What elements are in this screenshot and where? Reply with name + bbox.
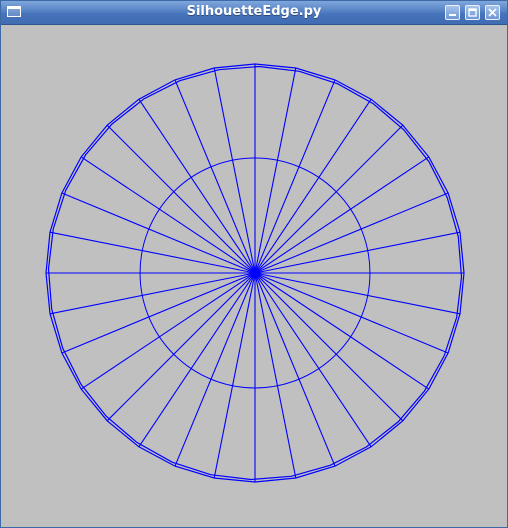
render-canvas[interactable]: [5, 25, 503, 523]
title-bar[interactable]: SilhouetteEdge.py: [1, 1, 507, 25]
rim-edge: [47, 65, 463, 481]
spoke-edge: [49, 231, 256, 274]
spoke-edge: [254, 272, 372, 448]
silhouette-edge-render: [45, 63, 465, 483]
spoke-edge: [213, 67, 256, 274]
window-title: SilhouetteEdge.py: [186, 4, 322, 19]
spoke-edge: [138, 98, 256, 274]
spoke-edge: [49, 272, 256, 315]
close-icon[interactable]: [485, 5, 500, 20]
spoke-edge: [254, 67, 297, 274]
spoke-edge: [254, 272, 336, 467]
apex-vertex: [251, 269, 259, 277]
spoke-edge: [254, 272, 449, 354]
spoke-edge: [254, 272, 297, 479]
spoke-edge: [106, 124, 256, 274]
spoke-edge: [254, 272, 430, 390]
spoke-edge: [254, 98, 372, 274]
spoke-edge: [254, 79, 336, 274]
spoke-edge: [174, 79, 256, 274]
spoke-edge: [254, 231, 461, 274]
spoke-edge: [138, 272, 256, 448]
spoke-edge: [106, 272, 256, 422]
spoke-edge: [213, 272, 256, 479]
spoke-edge: [254, 192, 449, 274]
spoke-edge: [254, 272, 461, 315]
window-menu-icon[interactable]: [7, 6, 21, 17]
spoke-edge: [61, 192, 256, 274]
spoke-edge: [61, 272, 256, 354]
spoke-edge: [80, 156, 256, 274]
spoke-edge: [174, 272, 256, 467]
spoke-edge: [254, 124, 404, 274]
spoke-edge: [254, 156, 430, 274]
spoke-edge: [80, 272, 256, 390]
minimize-icon[interactable]: [445, 5, 460, 20]
maximize-icon[interactable]: [465, 5, 480, 20]
spoke-edge: [254, 272, 404, 422]
